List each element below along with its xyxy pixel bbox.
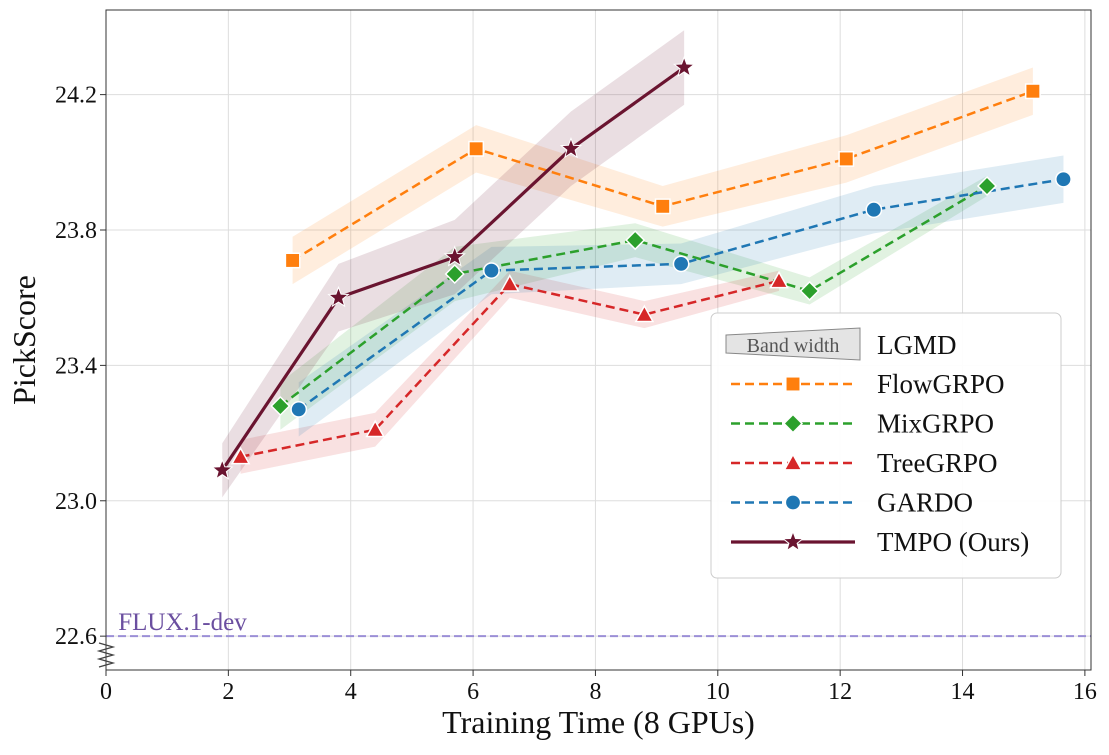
legend-band-title: LGMD	[877, 330, 957, 360]
point-3-2	[672, 255, 690, 273]
point-4-1	[327, 285, 350, 308]
point-2-2	[499, 274, 520, 292]
x-tick-label-2: 4	[345, 679, 357, 705]
point-3-0	[290, 400, 308, 418]
point-0-0	[284, 252, 301, 269]
point-2-3	[634, 304, 655, 323]
band-0	[292, 67, 1033, 285]
legend-label-3: GARDO	[877, 488, 973, 518]
legend-marker-2	[783, 452, 803, 471]
y-tick-label-2: 23.4	[55, 353, 97, 379]
point-4-0	[211, 458, 234, 480]
point-0-2	[654, 198, 671, 215]
point-4-2	[443, 245, 466, 267]
legend-marker-3	[784, 494, 802, 511]
legend-marker-4	[781, 530, 805, 552]
legend-band-swatch	[725, 327, 861, 361]
point-1-3	[799, 280, 820, 301]
baseline-group: FLUX.1-dev	[106, 609, 1091, 638]
plot-frame	[105, 9, 1092, 671]
series-markers	[211, 55, 1072, 480]
legend-label-4: TMPO (Ours)	[877, 527, 1029, 557]
axis-ticks: 0 2 4 6 8 10 12 14 16 22.6 23.0 23.4 23.8 24.2	[55, 83, 1097, 705]
series-line-1	[279, 184, 988, 407]
point-0-1	[468, 140, 485, 157]
point-3-1	[483, 262, 500, 280]
baseline-label: FLUX.1-dev	[118, 609, 247, 636]
y-tick-label-1: 23.0	[55, 489, 97, 515]
y-tick-label-4: 24.2	[55, 83, 97, 109]
point-3-3	[865, 201, 883, 219]
y-tick-label-3: 23.8	[55, 218, 97, 244]
point-1-4	[976, 175, 998, 197]
point-1-1	[444, 263, 465, 285]
series-line-2	[240, 279, 780, 458]
band-3	[298, 155, 1064, 437]
point-4-4	[672, 55, 696, 78]
band-1	[280, 175, 987, 430]
y-axis-label: PickScore	[6, 275, 42, 405]
point-0-4	[1024, 83, 1041, 100]
x-tick-label-0: 0	[100, 679, 112, 705]
point-0-3	[838, 150, 855, 167]
legend-entries: FlowGRPO MixGRPO TreeGRPO GARDO TMPO (Ours)	[731, 369, 1029, 557]
x-tick-label-6: 12	[828, 679, 852, 705]
x-tick-label-1: 2	[222, 679, 234, 705]
y-axis-break-icon	[96, 642, 116, 668]
point-1-2	[625, 230, 646, 251]
x-tick-label-5: 10	[706, 679, 730, 705]
x-tick-label-3: 6	[467, 679, 479, 705]
x-tick-label-4: 8	[589, 679, 601, 705]
point-4-3	[559, 136, 583, 159]
legend-label-1: MixGRPO	[877, 409, 994, 439]
x-tick-label-8: 16	[1073, 679, 1097, 705]
x-axis-label: Training Time (8 GPUs)	[442, 704, 755, 740]
legend: Band width LGMD FlowGRPO MixGRPO TreeGRPO G…	[710, 312, 1062, 579]
point-2-0	[230, 446, 251, 465]
legend-label-2: TreeGRPO	[877, 448, 998, 478]
point-1-0	[270, 395, 291, 417]
legend-band-label: Band width	[747, 335, 840, 357]
point-3-4	[1055, 170, 1072, 188]
y-tick-label-0: 22.6	[55, 624, 97, 650]
point-2-4	[769, 270, 789, 289]
x-tick-label-7: 14	[951, 679, 975, 705]
axis-break-zigzag	[96, 642, 116, 668]
legend-marker-1	[782, 413, 804, 434]
legend-label-0: FlowGRPO	[877, 369, 1005, 399]
point-2-1	[365, 419, 386, 438]
legend-marker-0	[785, 376, 801, 392]
